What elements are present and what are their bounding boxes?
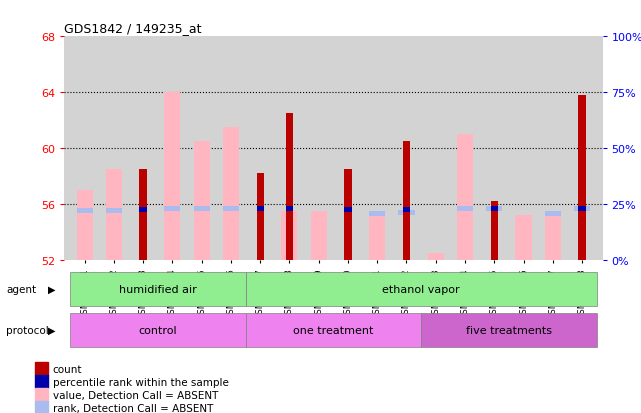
Bar xyxy=(487,206,503,211)
Bar xyxy=(76,209,93,214)
Bar xyxy=(256,174,264,260)
Text: agent: agent xyxy=(6,284,37,294)
Bar xyxy=(194,206,210,211)
Bar xyxy=(344,208,352,212)
Bar xyxy=(35,375,48,388)
Bar xyxy=(490,206,498,211)
Bar xyxy=(545,211,561,260)
Bar xyxy=(286,114,293,260)
Bar xyxy=(164,206,180,211)
Bar xyxy=(140,208,147,212)
Bar xyxy=(246,273,597,306)
Bar xyxy=(545,212,561,217)
Bar xyxy=(578,206,586,211)
Bar xyxy=(70,314,246,347)
Bar xyxy=(194,142,210,260)
Bar xyxy=(490,202,498,260)
Text: ▶: ▶ xyxy=(48,284,56,294)
Bar xyxy=(140,170,147,260)
Bar xyxy=(344,170,352,260)
Bar xyxy=(35,388,48,401)
Bar xyxy=(286,206,293,211)
Bar xyxy=(457,135,473,260)
Bar xyxy=(369,216,385,260)
Bar xyxy=(574,206,590,211)
Text: control: control xyxy=(138,325,177,335)
Text: percentile rank within the sample: percentile rank within the sample xyxy=(53,377,229,387)
Text: protocol: protocol xyxy=(6,325,49,335)
Bar xyxy=(369,212,385,217)
Bar xyxy=(223,128,239,260)
Bar xyxy=(164,93,180,260)
Text: GDS1842 / 149235_at: GDS1842 / 149235_at xyxy=(64,21,202,35)
Bar xyxy=(428,253,444,260)
Bar xyxy=(457,206,473,211)
Text: one treatment: one treatment xyxy=(293,325,374,335)
Bar xyxy=(578,96,586,260)
Text: count: count xyxy=(53,364,82,374)
Text: five treatments: five treatments xyxy=(466,325,552,335)
Bar xyxy=(246,314,421,347)
Bar xyxy=(403,142,410,260)
Bar xyxy=(223,206,239,211)
Bar xyxy=(421,314,597,347)
Bar xyxy=(35,401,48,413)
Bar xyxy=(281,211,297,260)
Text: rank, Detection Call = ABSENT: rank, Detection Call = ABSENT xyxy=(53,403,213,413)
Text: ethanol vapor: ethanol vapor xyxy=(382,284,460,294)
Text: ▶: ▶ xyxy=(48,325,56,335)
Bar xyxy=(70,273,246,306)
Bar xyxy=(35,363,48,375)
Bar xyxy=(311,211,327,260)
Text: value, Detection Call = ABSENT: value, Detection Call = ABSENT xyxy=(53,390,218,400)
Bar xyxy=(106,209,122,214)
Bar xyxy=(515,216,531,260)
Bar xyxy=(403,208,410,212)
Bar xyxy=(106,170,122,260)
Bar xyxy=(76,190,93,260)
Bar xyxy=(399,210,415,215)
Bar xyxy=(256,206,264,211)
Text: humidified air: humidified air xyxy=(119,284,197,294)
